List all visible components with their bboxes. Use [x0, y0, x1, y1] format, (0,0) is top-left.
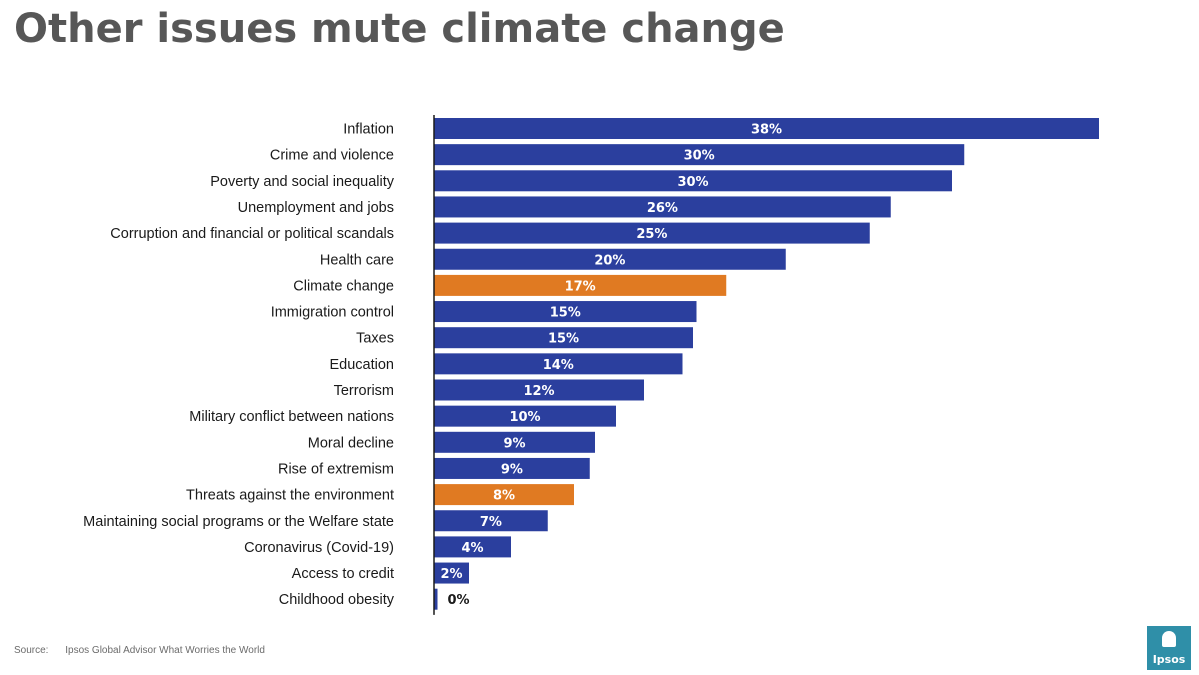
bar	[434, 196, 891, 218]
data-label: 38%	[751, 123, 782, 138]
bar	[434, 222, 870, 244]
data-label: 7%	[480, 515, 502, 530]
bar	[434, 431, 595, 453]
category-label: Education	[330, 357, 395, 373]
category-label: Military conflict between nations	[189, 409, 394, 425]
source-text: Ipsos Global Advisor What Worries the Wo…	[65, 645, 265, 656]
data-label: 20%	[594, 253, 625, 268]
category-label: Corruption and financial or political sc…	[110, 226, 394, 242]
data-label: 30%	[677, 175, 708, 190]
data-label: 12%	[523, 384, 554, 399]
ipsos-logo: Ipsos	[1147, 626, 1191, 670]
bar	[434, 588, 438, 610]
data-label: 15%	[550, 306, 581, 321]
bar	[434, 353, 683, 375]
category-label: Threats against the environment	[186, 488, 394, 504]
category-label: Childhood obesity	[279, 592, 395, 608]
bar	[434, 118, 1099, 139]
logo-mark-icon	[1162, 631, 1176, 647]
bar	[434, 379, 644, 401]
category-label: Crime and violence	[270, 148, 394, 164]
data-label: 17%	[565, 279, 596, 294]
category-label: Access to credit	[292, 566, 394, 582]
category-label: Terrorism	[334, 383, 394, 399]
bar	[434, 484, 574, 506]
bar	[434, 144, 965, 166]
logo-text: Ipsos	[1152, 653, 1186, 666]
category-label: Taxes	[356, 331, 394, 347]
data-label: 10%	[509, 410, 540, 425]
bar	[434, 274, 727, 296]
data-label: 2%	[440, 567, 462, 582]
bar	[434, 536, 511, 558]
data-label: 30%	[684, 149, 715, 164]
data-label: 14%	[543, 358, 574, 373]
category-label: Coronavirus (Covid-19)	[244, 540, 394, 556]
bar	[434, 301, 697, 323]
data-label: 0%	[448, 593, 470, 608]
source-note: Source: Ipsos Global Advisor What Worrie…	[14, 645, 265, 656]
bar	[434, 170, 952, 192]
category-label: Rise of extremism	[278, 461, 394, 477]
data-label: 25%	[636, 227, 667, 242]
category-label: Unemployment and jobs	[238, 200, 394, 216]
category-label: Immigration control	[271, 305, 394, 321]
data-label: 26%	[647, 201, 678, 216]
data-label: 9%	[503, 436, 525, 451]
category-label: Poverty and social inequality	[210, 174, 395, 190]
bar	[434, 327, 693, 349]
category-label: Health care	[320, 252, 394, 268]
page-title: Other issues mute climate change	[14, 6, 785, 52]
data-label: 8%	[493, 489, 515, 504]
bar	[434, 405, 616, 427]
bar	[434, 457, 590, 479]
category-label: Moral decline	[308, 435, 394, 451]
bar-chart: Inflation 38% Crime and violence 30% Poverty…	[83, 115, 1099, 615]
bar	[434, 510, 548, 532]
source-key: Source:	[14, 645, 49, 656]
bar	[434, 248, 786, 270]
bar	[434, 562, 469, 584]
category-label: Climate change	[293, 278, 394, 294]
category-label: Maintaining social programs or the Welfa…	[83, 514, 394, 530]
category-label: Inflation	[343, 122, 394, 138]
data-label: 9%	[501, 462, 523, 477]
data-label: 15%	[548, 332, 579, 347]
data-label: 4%	[461, 541, 483, 556]
